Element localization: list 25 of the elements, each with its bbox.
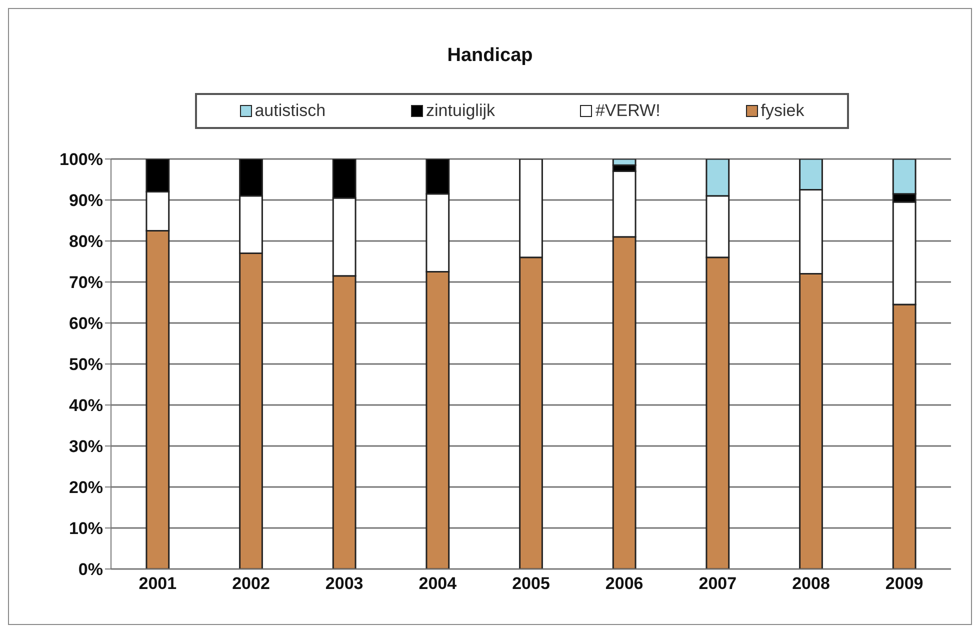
x-tick-label: 2009: [885, 574, 924, 594]
x-tick-label: 2004: [418, 574, 458, 594]
legend-label: fysiek: [760, 101, 804, 121]
y-tick-label: 100%: [60, 150, 103, 170]
y-tick-label: 60%: [68, 314, 103, 334]
chart-title: Handicap: [446, 44, 534, 68]
y-tick-label: 10%: [68, 519, 103, 538]
x-tick-label: 2005: [512, 574, 550, 594]
y-tick-label: 90%: [68, 191, 103, 210]
legend-label: #VERW!: [594, 101, 660, 121]
x-tick-label: 2007: [698, 574, 737, 594]
x-tick-label: 2003: [325, 574, 364, 594]
x-tick-label: 2002: [232, 574, 270, 594]
y-tick-label: 30%: [68, 437, 103, 456]
y-tick-label: 0%: [78, 560, 103, 580]
y-tick-label: 80%: [68, 232, 103, 252]
x-tick-label: 2001: [138, 574, 177, 594]
legend-label: autistisch: [254, 101, 326, 121]
x-tick-label: 2008: [792, 574, 830, 594]
y-tick-label: 20%: [68, 478, 103, 498]
y-tick-label: 70%: [68, 273, 103, 292]
y-tick-label: 50%: [68, 355, 103, 374]
y-tick-label: 40%: [68, 396, 103, 416]
x-tick-label: 2006: [605, 574, 644, 594]
legend-label: zintuiglijk: [425, 101, 496, 121]
